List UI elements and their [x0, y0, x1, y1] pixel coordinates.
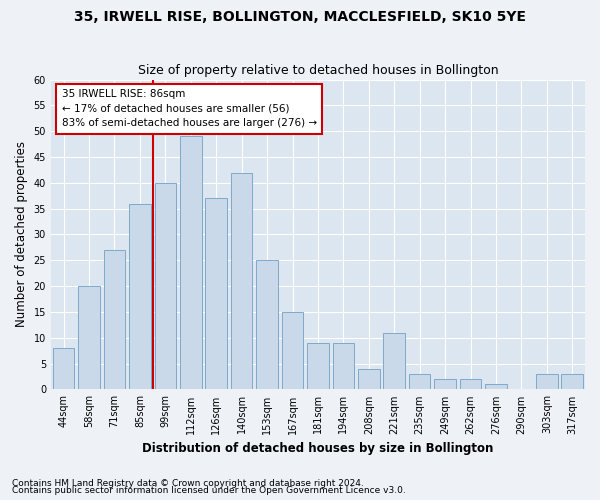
Text: 35, IRWELL RISE, BOLLINGTON, MACCLESFIELD, SK10 5YE: 35, IRWELL RISE, BOLLINGTON, MACCLESFIEL…: [74, 10, 526, 24]
Bar: [231, 172, 253, 390]
Bar: [53, 348, 74, 390]
Text: Contains HM Land Registry data © Crown copyright and database right 2024.: Contains HM Land Registry data © Crown c…: [12, 478, 364, 488]
Bar: [256, 260, 278, 390]
Bar: [78, 286, 100, 390]
Bar: [536, 374, 557, 390]
Bar: [460, 379, 481, 390]
Y-axis label: Number of detached properties: Number of detached properties: [15, 142, 28, 328]
Bar: [562, 374, 583, 390]
Bar: [104, 250, 125, 390]
Bar: [434, 379, 456, 390]
Title: Size of property relative to detached houses in Bollington: Size of property relative to detached ho…: [137, 64, 498, 77]
Bar: [282, 312, 304, 390]
Bar: [409, 374, 430, 390]
X-axis label: Distribution of detached houses by size in Bollington: Distribution of detached houses by size …: [142, 442, 494, 455]
Text: Contains public sector information licensed under the Open Government Licence v3: Contains public sector information licen…: [12, 486, 406, 495]
Bar: [485, 384, 507, 390]
Text: 35 IRWELL RISE: 86sqm
← 17% of detached houses are smaller (56)
83% of semi-deta: 35 IRWELL RISE: 86sqm ← 17% of detached …: [62, 89, 317, 128]
Bar: [383, 332, 405, 390]
Bar: [180, 136, 202, 390]
Bar: [129, 204, 151, 390]
Bar: [358, 369, 380, 390]
Bar: [307, 343, 329, 390]
Bar: [205, 198, 227, 390]
Bar: [155, 183, 176, 390]
Bar: [332, 343, 354, 390]
